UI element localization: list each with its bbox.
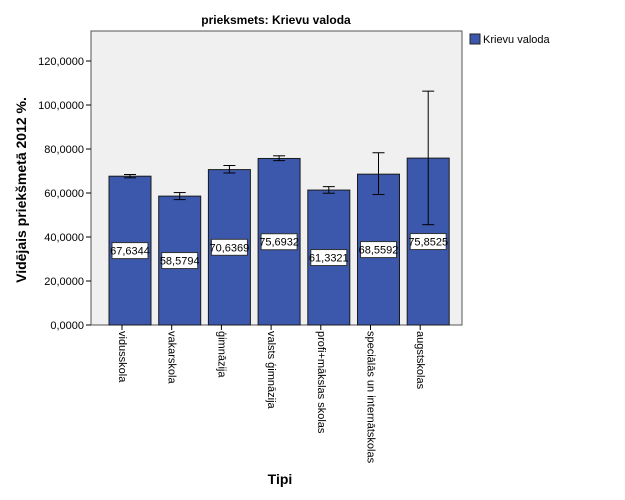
x-tick-label: augstskolas (414, 331, 426, 390)
x-tick-label: speciālās un internātskolas (365, 331, 377, 464)
data-label: 70,6369 (210, 242, 250, 254)
data-label-box (260, 233, 298, 251)
y-tick-label: 0,0000 (50, 320, 84, 332)
legend-label: Krievu valoda (483, 34, 551, 46)
chart-title: prieksmets: Krievu valoda (201, 13, 351, 27)
y-tick-label: 40,0000 (44, 232, 84, 244)
x-tick-label: profi+mākslas skolas (315, 331, 327, 434)
data-label-box (161, 252, 199, 270)
y-axis-label: Vidējais priekšmetā 2012 %. (13, 97, 29, 283)
y-tick-label: 80,0000 (44, 144, 84, 156)
data-label: 68,5592 (359, 245, 399, 257)
data-label-box (210, 238, 248, 256)
legend-swatch (469, 33, 481, 45)
x-axis: vidusskola vakarskola ģimnāzija valsts ģimn… (116, 325, 426, 464)
data-label-box (111, 242, 149, 260)
data-label: 67,6344 (110, 246, 150, 258)
x-tick-label: ģimnāzija (215, 331, 228, 378)
y-tick-label: 60,0000 (44, 188, 84, 200)
y-axis: 0,0000 20,0000 40,0000 60,0000 80,0000 100,00… (38, 56, 91, 332)
y-tick-label: 100,0000 (38, 100, 84, 112)
data-label-box (409, 233, 447, 251)
y-tick-label: 20,0000 (44, 276, 84, 288)
data-label: 61,3321 (309, 253, 349, 265)
legend: Krievu valoda (469, 33, 551, 46)
x-tick-label: vidusskola (116, 331, 128, 383)
data-label-box (310, 249, 348, 267)
x-axis-label: Tipi (268, 471, 293, 487)
data-label: 58,5794 (160, 256, 200, 268)
y-tick-label: 120,0000 (38, 56, 84, 68)
data-label: 75,8525 (408, 237, 448, 249)
x-tick-label: vakarskola (166, 331, 178, 384)
data-label: 75,6932 (259, 237, 299, 249)
bars: 67,6344 58,5794 70,6369 75,6932 61,3321 68,55… (108, 90, 450, 326)
data-label-box (360, 241, 397, 259)
x-tick-label: valsts ģimnāzija (265, 331, 278, 410)
